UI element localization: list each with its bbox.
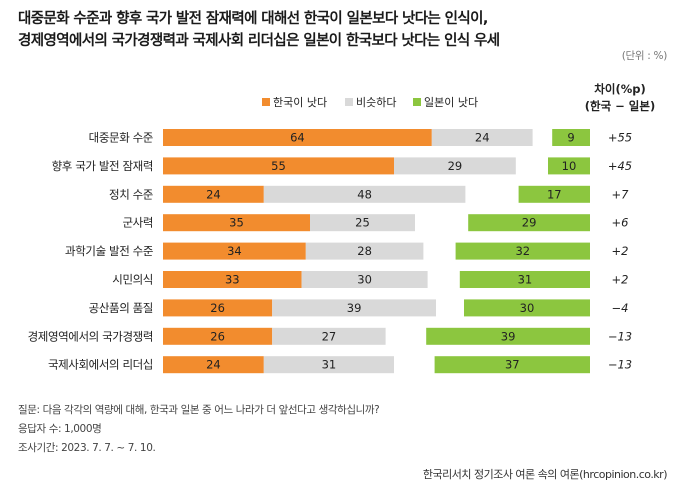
bar-similar xyxy=(310,214,415,232)
bar-korea xyxy=(163,242,306,260)
bar-japan xyxy=(459,271,590,288)
value-label-korea: 24 xyxy=(206,358,221,372)
difference-value: +55 xyxy=(608,131,632,145)
bar-similar xyxy=(272,327,386,345)
value-label-japan: 32 xyxy=(515,244,530,258)
value-label-similar: 27 xyxy=(322,329,337,343)
bar-japan xyxy=(548,157,590,175)
value-label-similar: 29 xyxy=(448,159,463,173)
bar-similar xyxy=(301,271,428,288)
diff-header-line1: 차이(%p) xyxy=(594,82,645,96)
question-note: 질문: 다음 각각의 역량에 대해, 한국과 일본 중 어느 나라가 더 앞선다… xyxy=(18,404,380,416)
category-label: 공산품의 품질 xyxy=(89,301,153,315)
bar-japan xyxy=(552,129,590,146)
category-label: 시민의식 xyxy=(112,273,153,287)
bar-korea xyxy=(163,271,302,288)
chart-title: 대중문화 수준과 향후 국가 발전 잠재력에 대해선 한국이 일본보다 낫다는 … xyxy=(18,8,658,52)
chart-rows: 대중문화 수준 64 24 9 +55 향후 국가 발전 잠재력 55 29 10 +45 정치 수… xyxy=(28,129,632,374)
value-label-korea: 55 xyxy=(271,159,286,173)
value-label-korea: 33 xyxy=(225,273,240,287)
legend: 한국이 낫다 비슷하다 일본이 낫다 xyxy=(262,95,478,109)
bar-korea xyxy=(163,157,394,175)
value-label-japan: 37 xyxy=(505,358,520,372)
value-label-similar: 31 xyxy=(322,358,337,372)
source-credit: 한국리서치 정기조사 여론 속의 여론(hrcopinion.co.kr) xyxy=(422,468,668,481)
value-label-korea: 26 xyxy=(210,301,225,315)
value-label-japan: 17 xyxy=(547,187,562,201)
difference-value: +45 xyxy=(608,159,632,173)
value-label-japan: 10 xyxy=(562,159,577,173)
value-label-similar: 25 xyxy=(355,216,370,230)
legend-swatch-1 xyxy=(262,98,270,106)
respondents-note: 응답자 수: 1,000명 xyxy=(18,423,102,435)
difference-value: +6 xyxy=(612,216,629,230)
difference-value: +7 xyxy=(612,187,630,201)
bar-japan xyxy=(518,185,590,203)
bar-korea xyxy=(163,214,310,232)
bar-similar xyxy=(263,185,466,203)
value-label-similar: 24 xyxy=(475,131,490,145)
value-label-similar: 28 xyxy=(357,244,372,258)
legend-label-2: 비슷하다 xyxy=(356,95,396,109)
period-note: 조사기간: 2023. 7. 7. ~ 7. 10. xyxy=(18,442,156,454)
unit-label: (단위 : %) xyxy=(621,50,668,62)
bar-japan xyxy=(455,242,590,260)
category-label: 군사력 xyxy=(122,216,153,230)
bar-korea xyxy=(163,299,273,317)
bar-japan xyxy=(426,327,590,345)
diff-header-line2: (한국 − 일본) xyxy=(585,99,655,113)
bar-similar xyxy=(263,356,394,374)
bar-korea xyxy=(163,185,264,203)
value-label-similar: 48 xyxy=(357,187,372,201)
bar-similar xyxy=(305,242,424,260)
category-label: 국제사회에서의 리더십 xyxy=(48,358,153,372)
difference-value: −4 xyxy=(612,301,629,315)
difference-value: −13 xyxy=(608,329,632,343)
difference-value: −13 xyxy=(608,358,632,372)
category-label: 대중문화 수준 xyxy=(89,131,153,145)
value-label-japan: 30 xyxy=(520,301,535,315)
legend-swatch-2 xyxy=(345,98,353,106)
value-label-korea: 24 xyxy=(206,187,221,201)
value-label-japan: 39 xyxy=(501,329,516,343)
legend-label-3: 일본이 낫다 xyxy=(424,95,478,109)
value-label-korea: 35 xyxy=(229,216,244,230)
bar-korea xyxy=(163,327,273,345)
bar-similar xyxy=(431,129,533,146)
value-label-similar: 30 xyxy=(357,273,372,287)
chart-title-line2: 경제영역에서의 국가경쟁력과 국제사회 리더십은 일본이 한국보다 낫다는 인식… xyxy=(18,33,500,49)
bar-japan xyxy=(468,214,590,232)
value-label-korea: 26 xyxy=(210,329,225,343)
difference-value: +2 xyxy=(612,273,629,287)
value-label-japan: 9 xyxy=(567,131,574,145)
value-label-korea: 34 xyxy=(227,244,242,258)
bar-similar xyxy=(272,299,436,317)
bar-similar xyxy=(394,157,516,175)
value-label-similar: 39 xyxy=(347,301,362,315)
legend-label-1: 한국이 낫다 xyxy=(273,96,327,109)
difference-value: +2 xyxy=(612,244,629,258)
category-label: 향후 국가 발전 잠재력 xyxy=(52,159,153,173)
bar-korea xyxy=(163,356,264,374)
category-label: 정치 수준 xyxy=(109,187,153,201)
value-label-japan: 29 xyxy=(522,216,537,230)
chart-title-line1: 대중문화 수준과 향후 국가 발전 잠재력에 대해선 한국이 일본보다 낫다는 … xyxy=(18,11,488,27)
bar-korea xyxy=(163,129,432,146)
value-label-japan: 31 xyxy=(518,273,533,287)
category-label: 경제영역에서의 국가경쟁력 xyxy=(28,329,153,343)
bar-japan xyxy=(434,356,590,374)
bar-japan xyxy=(464,299,590,317)
legend-swatch-3 xyxy=(413,98,421,106)
value-label-korea: 64 xyxy=(290,131,305,145)
category-label: 과학기술 발전 수준 xyxy=(65,244,153,258)
